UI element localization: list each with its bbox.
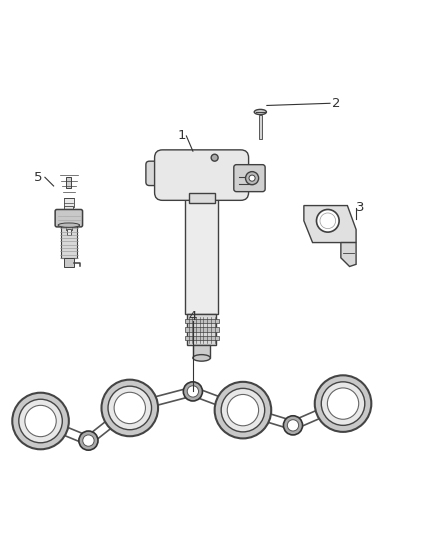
Circle shape <box>102 379 158 436</box>
Circle shape <box>320 213 336 229</box>
Bar <box>64 258 74 268</box>
Polygon shape <box>341 243 356 266</box>
Bar <box>188 192 215 204</box>
Circle shape <box>283 416 303 435</box>
Text: 4: 4 <box>189 310 197 323</box>
Circle shape <box>321 382 365 425</box>
Ellipse shape <box>58 223 80 228</box>
Ellipse shape <box>193 354 210 361</box>
Circle shape <box>317 209 339 232</box>
Bar <box>64 206 73 215</box>
Bar <box>187 314 216 345</box>
Polygon shape <box>304 206 356 243</box>
Circle shape <box>246 172 258 184</box>
Ellipse shape <box>254 109 266 115</box>
FancyBboxPatch shape <box>146 161 170 185</box>
Text: 3: 3 <box>356 201 364 214</box>
Circle shape <box>227 394 258 426</box>
Bar <box>185 336 219 340</box>
FancyBboxPatch shape <box>55 209 82 227</box>
Bar <box>259 115 262 139</box>
Bar <box>67 229 71 236</box>
Circle shape <box>114 392 145 424</box>
Circle shape <box>327 388 359 419</box>
Bar <box>64 198 74 207</box>
Circle shape <box>184 382 202 401</box>
Circle shape <box>221 389 265 432</box>
Circle shape <box>215 382 271 439</box>
Circle shape <box>19 399 62 443</box>
Circle shape <box>249 175 255 181</box>
Circle shape <box>108 386 152 430</box>
Circle shape <box>211 154 218 161</box>
Bar <box>185 192 218 314</box>
Bar <box>185 319 219 323</box>
Bar <box>66 177 71 188</box>
Circle shape <box>315 375 371 432</box>
Bar <box>185 327 219 332</box>
Circle shape <box>287 419 299 431</box>
Text: 2: 2 <box>332 97 341 110</box>
Circle shape <box>12 393 69 449</box>
Bar <box>66 222 72 230</box>
Bar <box>65 214 72 223</box>
Text: 5: 5 <box>34 171 42 184</box>
Text: 1: 1 <box>178 130 186 142</box>
FancyBboxPatch shape <box>234 165 265 192</box>
Bar <box>60 225 77 258</box>
FancyBboxPatch shape <box>155 150 249 200</box>
Circle shape <box>79 431 98 450</box>
Circle shape <box>187 386 198 397</box>
Bar <box>193 345 210 358</box>
Circle shape <box>83 435 94 446</box>
Circle shape <box>25 405 56 437</box>
